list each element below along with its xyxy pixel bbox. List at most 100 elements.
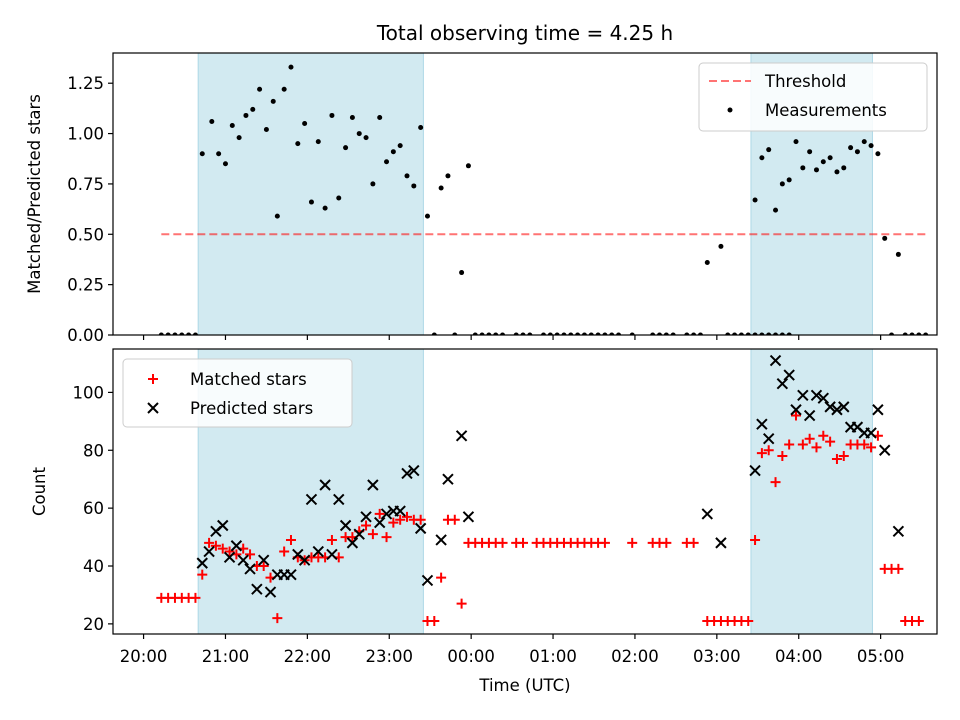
top-shaded-region	[197, 53, 424, 335]
measurement-point	[520, 332, 526, 335]
predicted-star-point	[237, 554, 249, 566]
bottom-shaded-region	[750, 349, 873, 634]
measurement-point	[875, 151, 881, 157]
measurement-point	[274, 213, 280, 219]
legend-predicted-label: Predicted stars	[190, 399, 313, 418]
matched-star-point	[190, 592, 201, 603]
matched-star-point	[811, 442, 822, 453]
matched-star-point	[367, 529, 378, 540]
measurement-point	[411, 183, 417, 189]
measurement-point	[663, 332, 669, 335]
matched-star-point	[770, 477, 781, 488]
predicted-star-point	[360, 511, 372, 523]
measurement-point	[909, 332, 915, 335]
measurement-point	[827, 155, 833, 161]
measurement-point	[243, 112, 249, 118]
measurement-point	[404, 173, 410, 179]
measurement-point	[263, 127, 269, 133]
matched-star-point	[272, 613, 283, 624]
measurement-point	[179, 332, 185, 335]
measurement-point	[209, 118, 215, 124]
x-tick-label: 22:00	[284, 647, 332, 666]
matched-star-point	[756, 448, 767, 459]
matched-star-point	[210, 540, 221, 551]
measurement-point	[527, 332, 533, 335]
measurement-point	[902, 332, 908, 335]
measurement-point	[691, 332, 697, 335]
predicted-star-point	[797, 389, 809, 402]
measurement-point	[841, 165, 847, 171]
measurement-point	[609, 332, 615, 335]
measurement-point	[158, 332, 164, 335]
matched-star-point	[627, 537, 638, 548]
measurement-point	[172, 332, 178, 335]
x-tick-label: 01:00	[529, 647, 577, 666]
measurement-point	[588, 332, 594, 335]
predicted-star-point	[312, 545, 324, 558]
measurement-point	[697, 332, 703, 335]
matched-star-point	[661, 537, 672, 548]
measurement-point	[895, 251, 901, 257]
measurement-point	[547, 332, 553, 335]
predicted-star-point	[394, 505, 406, 517]
measurement-point	[834, 169, 840, 175]
measurement-point	[288, 64, 294, 70]
measurement-point	[431, 332, 437, 335]
measurement-point	[308, 199, 314, 205]
measurement-point	[513, 332, 519, 335]
predicted-star-point	[346, 537, 359, 549]
predicted-star-point	[217, 519, 229, 532]
matched-star-point	[688, 537, 699, 548]
measurement-point	[222, 161, 228, 167]
measurement-point	[807, 149, 813, 155]
legend-measurements-swatch	[727, 107, 733, 113]
bottom-y-tick-label: 80	[83, 441, 104, 460]
bottom-panel: 20 40 60 80 100 20:00 21:00 22:00 23:00 00:00 01:0…	[30, 348, 938, 666]
matched-star-point	[245, 549, 256, 560]
measurement-point	[216, 151, 222, 157]
measurement-point	[377, 114, 383, 120]
measurement-point	[568, 332, 574, 335]
matched-star-point	[395, 514, 406, 525]
top-y-tick-label: 0.00	[67, 326, 104, 345]
matched-star-point	[258, 561, 269, 572]
measurement-point	[786, 177, 792, 183]
predicted-star-point	[401, 467, 413, 480]
measurement-point	[465, 163, 471, 169]
matched-star-point	[784, 439, 795, 450]
matched-star-point	[224, 546, 235, 557]
matched-star-point	[279, 546, 290, 557]
bottom-legend: Matched stars Predicted stars	[122, 358, 353, 428]
measurement-point	[356, 131, 362, 137]
measurement-point	[759, 332, 765, 335]
measurement-point	[718, 243, 724, 249]
predicted-star-point	[414, 522, 427, 535]
measurement-point	[670, 332, 676, 335]
matched-star-point	[818, 430, 829, 441]
measurement-point	[229, 123, 235, 129]
measurement-point	[854, 149, 860, 155]
measurement-point	[732, 332, 738, 335]
measurement-point	[186, 332, 192, 335]
measurement-point	[418, 125, 424, 131]
top-y-tick-label: 0.50	[67, 225, 104, 244]
measurement-point	[390, 149, 396, 155]
chart-title: Total observing time = 4.25 h	[376, 21, 673, 45]
matched-star-point	[402, 511, 413, 522]
measurement-point	[370, 181, 376, 187]
matched-star-point	[436, 572, 447, 583]
predicted-star-point	[264, 586, 277, 598]
x-tick-label: 05:00	[857, 647, 905, 666]
predicted-star-point	[319, 479, 331, 491]
predicted-star-point	[762, 432, 775, 445]
measurement-point	[445, 173, 451, 179]
x-axis-label: Time (UTC)	[478, 676, 570, 695]
x-tick-label: 00:00	[447, 647, 495, 666]
measurement-point	[424, 213, 430, 219]
matched-star-point	[599, 537, 610, 548]
matched-star-point	[791, 410, 802, 421]
measurement-point	[766, 332, 772, 335]
measurement-point	[704, 259, 710, 265]
measurement-point	[554, 332, 560, 335]
measurement-point	[773, 332, 779, 335]
